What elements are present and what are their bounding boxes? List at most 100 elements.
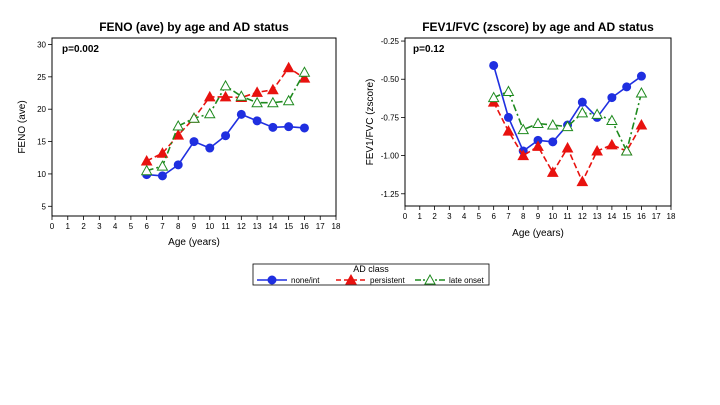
feno-x-tick-label: 3 [97, 222, 102, 231]
fev1-fvc-point-persistent [532, 140, 544, 151]
feno-point-persistent [156, 147, 169, 158]
feno-x-tick-label: 4 [113, 222, 118, 231]
fev1-fvc-point-none-int [636, 71, 646, 81]
fev1-fvc-point-late-onset [606, 114, 618, 125]
fev1-fvc-x-tick-label: 10 [548, 212, 557, 221]
feno-y-tick-label: 25 [37, 73, 46, 82]
fev1-fvc-point-late-onset [532, 117, 544, 129]
fev1-fvc-series-persistent [487, 96, 648, 187]
feno-point-none-int [284, 122, 294, 132]
feno-line-persistent [146, 66, 305, 162]
legend-marker [267, 275, 277, 285]
fev1-fvc-series-layer [487, 60, 648, 187]
feno-point-late-onset [203, 107, 216, 119]
feno-chart-title: FENO (ave) by age and AD status [99, 20, 289, 34]
fev1-fvc-point-late-onset [591, 108, 603, 119]
feno-x-tick-label: 13 [253, 222, 262, 231]
fev1-fvc-p-value: p=0.12 [413, 44, 445, 55]
feno-x-tick-label: 12 [237, 222, 246, 231]
feno-point-none-int [268, 122, 278, 132]
fev1-fvc-point-none-int [622, 82, 632, 92]
feno-series-persistent [140, 61, 311, 166]
fev1-fvc-x-tick-label: 17 [652, 212, 661, 221]
fev1-fvc-point-persistent [606, 138, 618, 150]
feno-point-persistent [140, 154, 153, 166]
feno-x-tick-label: 7 [160, 222, 165, 231]
legend-items: none/int persistent late onset [257, 273, 484, 285]
feno-x-tick-label: 10 [205, 222, 214, 231]
fev1-fvc-x-axis-label: Age (years) [512, 228, 564, 239]
feno-point-late-onset [298, 66, 311, 77]
fev1-fvc-axes: 0 1 2 3 4 5 6 7 8 9 10 11 12 13 14 15 16 17 18-0.25-0.50-0… [381, 37, 676, 221]
feno-point-none-int [157, 171, 167, 181]
fev1-fvc-point-none-int [548, 137, 558, 147]
fev1-fvc-point-none-int [607, 93, 617, 103]
feno-x-tick-label: 6 [144, 222, 149, 231]
feno-point-late-onset [267, 96, 279, 108]
feno-point-persistent [219, 90, 232, 102]
fev1-fvc-point-late-onset [576, 106, 589, 118]
feno-x-tick-label: 2 [81, 222, 86, 231]
fev1-fvc-x-tick-label: 5 [477, 212, 482, 221]
legend-item-label: late onset [449, 276, 484, 285]
feno-point-none-int [221, 131, 231, 141]
fev1-fvc-chart-title: FEV1/FVC (zscore) by age and AD status [422, 20, 654, 34]
feno-x-tick-label: 9 [192, 222, 197, 231]
fev1-fvc-point-none-int [503, 112, 513, 122]
feno-point-none-int [252, 116, 262, 126]
fev1-fvc-point-persistent [561, 141, 574, 153]
feno-x-tick-label: 18 [332, 222, 341, 231]
feno-x-tick-label: 16 [300, 222, 309, 231]
fev1-fvc-point-late-onset [517, 123, 530, 135]
feno-x-tick-label: 14 [268, 222, 277, 231]
legend-item-label: persistent [370, 276, 405, 285]
fev1-fvc-x-tick-label: 16 [637, 212, 646, 221]
fev1-fvc-x-tick-label: 18 [667, 212, 676, 221]
fev1-fvc-x-tick-label: 9 [536, 212, 541, 221]
fev1-fvc-y-tick-label: -0.50 [381, 75, 400, 84]
feno-p-value: p=0.002 [62, 44, 99, 55]
feno-point-none-int [299, 123, 309, 133]
legend-title: AD class [353, 264, 389, 274]
fev1-fvc-x-tick-label: 11 [563, 212, 572, 221]
feno-y-axis-label: FENO (ave) [17, 100, 28, 153]
feno-x-tick-label: 1 [66, 222, 71, 231]
feno-point-persistent [172, 129, 185, 140]
feno-point-persistent [282, 61, 295, 73]
fev1-fvc-point-persistent [635, 119, 648, 130]
feno-point-none-int [189, 137, 199, 147]
fev1-fvc-point-late-onset [635, 86, 648, 98]
fev1-fvc-x-tick-label: 4 [462, 212, 467, 221]
fev1-fvc-line-none-int [492, 65, 642, 153]
feno-y-tick-label: 30 [37, 40, 46, 49]
fev1-fvc-point-late-onset [561, 120, 574, 132]
fev1-fvc-point-late-onset [487, 91, 500, 103]
feno-point-late-onset [282, 94, 295, 106]
feno-point-persistent [203, 90, 216, 102]
feno-y-tick-label: 15 [37, 138, 46, 147]
feno-point-late-onset [140, 164, 153, 176]
legend-marker [424, 273, 436, 285]
feno-y-tick-label: 10 [37, 170, 46, 179]
feno-series-late-onset [140, 66, 311, 176]
fev1-fvc-x-tick-label: 6 [491, 212, 496, 221]
legend-item-persistent: persistent [336, 273, 405, 285]
fev1-fvc-series-late-onset [487, 85, 648, 156]
feno-x-tick-label: 0 [50, 222, 55, 231]
fev1-fvc-x-tick-label: 7 [506, 212, 511, 221]
feno-x-tick-label: 17 [316, 222, 325, 231]
feno-point-late-onset [156, 160, 169, 171]
feno-point-late-onset [188, 112, 200, 123]
fev1-fvc-x-tick-label: 3 [447, 212, 452, 221]
feno-x-tick-label: 15 [284, 222, 293, 231]
fev1-fvc-point-persistent [576, 175, 589, 187]
fev1-fvc-x-tick-label: 1 [418, 212, 423, 221]
feno-x-tick-label: 8 [176, 222, 181, 231]
fev1-fvc-x-tick-label: 13 [593, 212, 602, 221]
fev1-fvc-point-persistent [502, 125, 515, 136]
fev1-fvc-point-late-onset [620, 144, 633, 156]
feno-point-persistent [298, 72, 311, 83]
legend-item-label: none/int [291, 276, 320, 285]
